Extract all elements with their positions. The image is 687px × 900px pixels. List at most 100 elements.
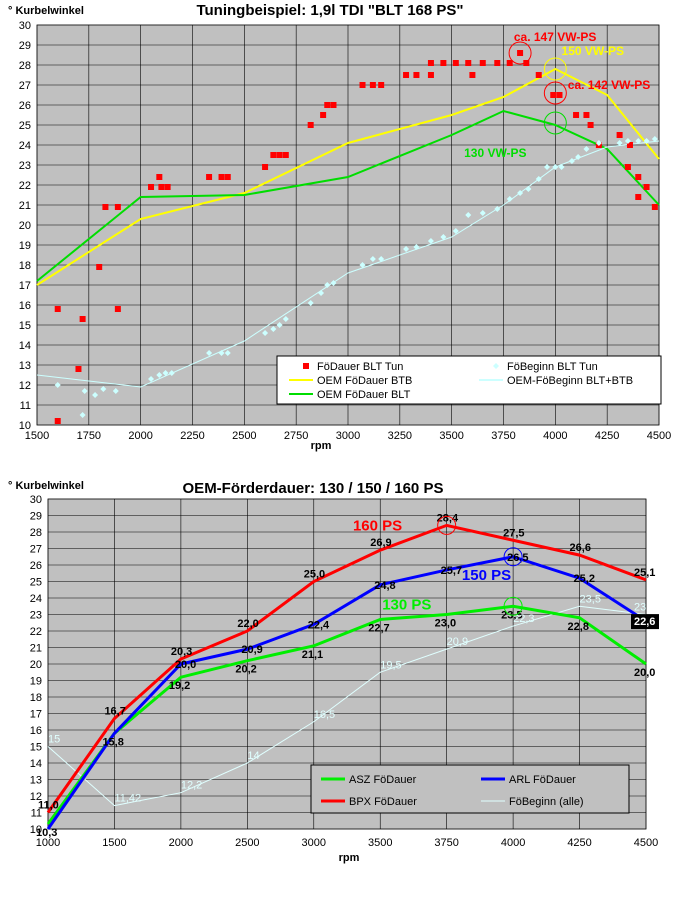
data-point-square: [587, 122, 594, 128]
y-tick-label: 30: [30, 494, 42, 506]
y-tick-label: 14: [19, 340, 31, 352]
y-tick-label: 27: [30, 544, 42, 556]
data-point-square: [307, 122, 314, 128]
data-point-square: [224, 174, 231, 180]
data-label: 25,0: [304, 569, 325, 581]
data-point-square: [651, 204, 658, 210]
data-point-diamond: [568, 158, 575, 164]
data-label: 22,6: [634, 616, 655, 628]
data-point-diamond: [558, 164, 565, 170]
y-tick-label: 11: [31, 808, 42, 820]
chart1-title: Tuningbeispiel: 1,9l TDI "BLT 168 PS": [196, 2, 463, 19]
x-tick-label: 2000: [169, 837, 193, 849]
annotation-label: 130 VW-PS: [464, 146, 526, 160]
y-tick-label: 23: [30, 610, 42, 622]
annotation-label: ca. 142 VW-PS: [568, 78, 650, 92]
chart1: 1500 1750 2000 2250 2500 2750 3000 3250 3500 3750…: [19, 20, 671, 442]
legend-label: OEM FöDauer BLT: [317, 389, 411, 401]
annotation-label: 150 VW-PS: [562, 44, 624, 58]
data-point-square: [413, 72, 420, 78]
series-line: [36, 109, 660, 282]
y-tick-label: 13: [19, 360, 31, 372]
x-tick-label: 2250: [180, 430, 204, 442]
data-point-square: [479, 60, 486, 66]
data-label: 25,7: [441, 565, 462, 577]
x-tick-label: 4250: [567, 837, 591, 849]
data-point-square: [270, 152, 277, 158]
data-point-diamond: [307, 300, 314, 306]
x-tick-label: 3000: [336, 430, 360, 442]
data-label: 11,42: [114, 793, 141, 805]
data-label: 19,2: [169, 680, 190, 692]
data-point-square: [114, 204, 121, 210]
data-point-diamond: [79, 412, 86, 418]
data-point-diamond: [413, 244, 420, 250]
y-tick-label: 15: [19, 320, 31, 332]
x-tick-label: 1750: [77, 430, 101, 442]
data-point-diamond: [168, 370, 175, 376]
y-tick-label: 17: [19, 280, 31, 292]
x-tick-label: 4250: [595, 430, 619, 442]
series-line: [46, 604, 647, 825]
data-point-diamond: [54, 382, 61, 388]
data-label: 20,0: [175, 659, 196, 671]
data-label: 27,5: [503, 527, 524, 539]
data-label: 26,9: [370, 537, 391, 549]
data-point-diamond: [378, 256, 385, 262]
data-point-diamond: [282, 316, 289, 322]
data-point-diamond: [595, 140, 602, 146]
data-point-diamond: [100, 386, 107, 392]
y-tick-label: 21: [19, 200, 31, 212]
data-point-diamond: [544, 164, 551, 170]
annotation-label: 130 PS: [382, 597, 431, 614]
x-tick-label: 2500: [232, 430, 256, 442]
series-line: [46, 523, 647, 814]
y-tick-label: 21: [30, 643, 42, 655]
data-point-diamond: [494, 206, 501, 212]
data-point-square: [523, 60, 530, 66]
y-tick-label: 17: [30, 709, 42, 721]
legend-box: [276, 355, 662, 405]
data-point-diamond: [440, 234, 447, 240]
data-label: 23,5: [580, 593, 601, 605]
data-label: 20,0: [634, 667, 655, 679]
data-label: 20,2: [235, 664, 256, 676]
y-tick-label: 11: [20, 400, 31, 412]
data-label: 21,1: [302, 649, 323, 661]
y-tick-label: 14: [30, 758, 42, 770]
y-tick-label: 10: [19, 420, 31, 432]
x-tick-label: 4500: [647, 430, 671, 442]
x-tick-label: 1500: [102, 837, 126, 849]
y-tick-label: 12: [19, 380, 31, 392]
legend-marker: [493, 363, 499, 369]
data-label: 20,3: [171, 646, 192, 658]
data-point-diamond: [479, 210, 486, 216]
data-label: 23: [634, 602, 646, 614]
data-point-square: [616, 132, 623, 138]
y-tick-label: 24: [30, 593, 42, 605]
data-label: 22,4: [308, 619, 330, 631]
y-tick-label: 20: [30, 659, 42, 671]
chart2-ylabel: ° Kurbelwinkel: [8, 480, 84, 492]
data-point-square: [330, 102, 337, 108]
data-label: 22,0: [237, 618, 258, 630]
data-point-diamond: [517, 190, 524, 196]
data-point-square: [556, 92, 563, 98]
y-tick-label: 18: [19, 260, 31, 272]
y-tick-label: 15: [30, 742, 42, 754]
x-tick-label: 3750: [491, 430, 515, 442]
data-label: 22,8: [568, 621, 589, 633]
legend-label: BPX FöDauer: [349, 796, 417, 808]
chart1-ylabel: ° Kurbelwinkel: [8, 5, 84, 17]
data-point-square: [635, 194, 642, 200]
data-point-square: [276, 152, 283, 158]
y-tick-label: 19: [30, 676, 42, 688]
x-tick-label: 3500: [368, 837, 392, 849]
data-label: 22,7: [368, 622, 389, 634]
legend-marker: [303, 363, 309, 369]
data-point-square: [79, 316, 86, 322]
data-point-square: [164, 184, 171, 190]
data-point-square: [427, 72, 434, 78]
legend-label: OEM FöDauer BTB: [317, 375, 412, 387]
series-line: [36, 140, 660, 388]
